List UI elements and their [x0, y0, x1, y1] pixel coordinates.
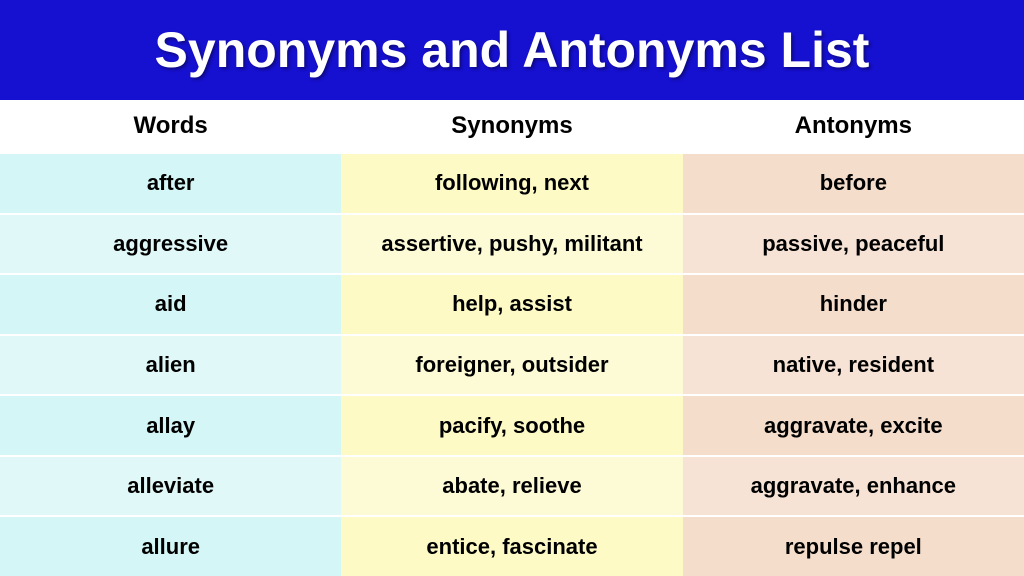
table-row: after following, next before	[0, 152, 1024, 213]
cell-synonyms: assertive, pushy, militant	[341, 213, 682, 274]
cell-word: aid	[0, 273, 341, 334]
table-row: alleviate abate, relieve aggravate, enha…	[0, 455, 1024, 516]
cell-antonyms: passive, peaceful	[683, 213, 1024, 274]
table-row: aggressive assertive, pushy, militant pa…	[0, 213, 1024, 274]
cell-word: alleviate	[0, 455, 341, 516]
cell-synonyms: entice, fascinate	[341, 515, 682, 576]
column-header-synonyms: Synonyms	[341, 100, 682, 152]
cell-antonyms: aggravate, excite	[683, 394, 1024, 455]
cell-antonyms: hinder	[683, 273, 1024, 334]
table-row: aid help, assist hinder	[0, 273, 1024, 334]
cell-word: after	[0, 152, 341, 213]
cell-antonyms: native, resident	[683, 334, 1024, 395]
cell-synonyms: help, assist	[341, 273, 682, 334]
table-row: allay pacify, soothe aggravate, excite	[0, 394, 1024, 455]
cell-word: aggressive	[0, 213, 341, 274]
page-title: Synonyms and Antonyms List	[155, 21, 870, 79]
cell-synonyms: pacify, soothe	[341, 394, 682, 455]
table-row: alien foreigner, outsider native, reside…	[0, 334, 1024, 395]
cell-synonyms: abate, relieve	[341, 455, 682, 516]
cell-synonyms: foreigner, outsider	[341, 334, 682, 395]
table-body: after following, next before aggressive …	[0, 152, 1024, 576]
table-header-row: Words Synonyms Antonyms	[0, 100, 1024, 152]
cell-word: allay	[0, 394, 341, 455]
cell-word: allure	[0, 515, 341, 576]
column-header-words: Words	[0, 100, 341, 152]
table-row: allure entice, fascinate repulse repel	[0, 515, 1024, 576]
cell-synonyms: following, next	[341, 152, 682, 213]
cell-antonyms: repulse repel	[683, 515, 1024, 576]
title-bar: Synonyms and Antonyms List	[0, 0, 1024, 100]
cell-word: alien	[0, 334, 341, 395]
cell-antonyms: before	[683, 152, 1024, 213]
cell-antonyms: aggravate, enhance	[683, 455, 1024, 516]
table-container: Synonyms and Antonyms List Words Synonym…	[0, 0, 1024, 576]
column-header-antonyms: Antonyms	[683, 100, 1024, 152]
